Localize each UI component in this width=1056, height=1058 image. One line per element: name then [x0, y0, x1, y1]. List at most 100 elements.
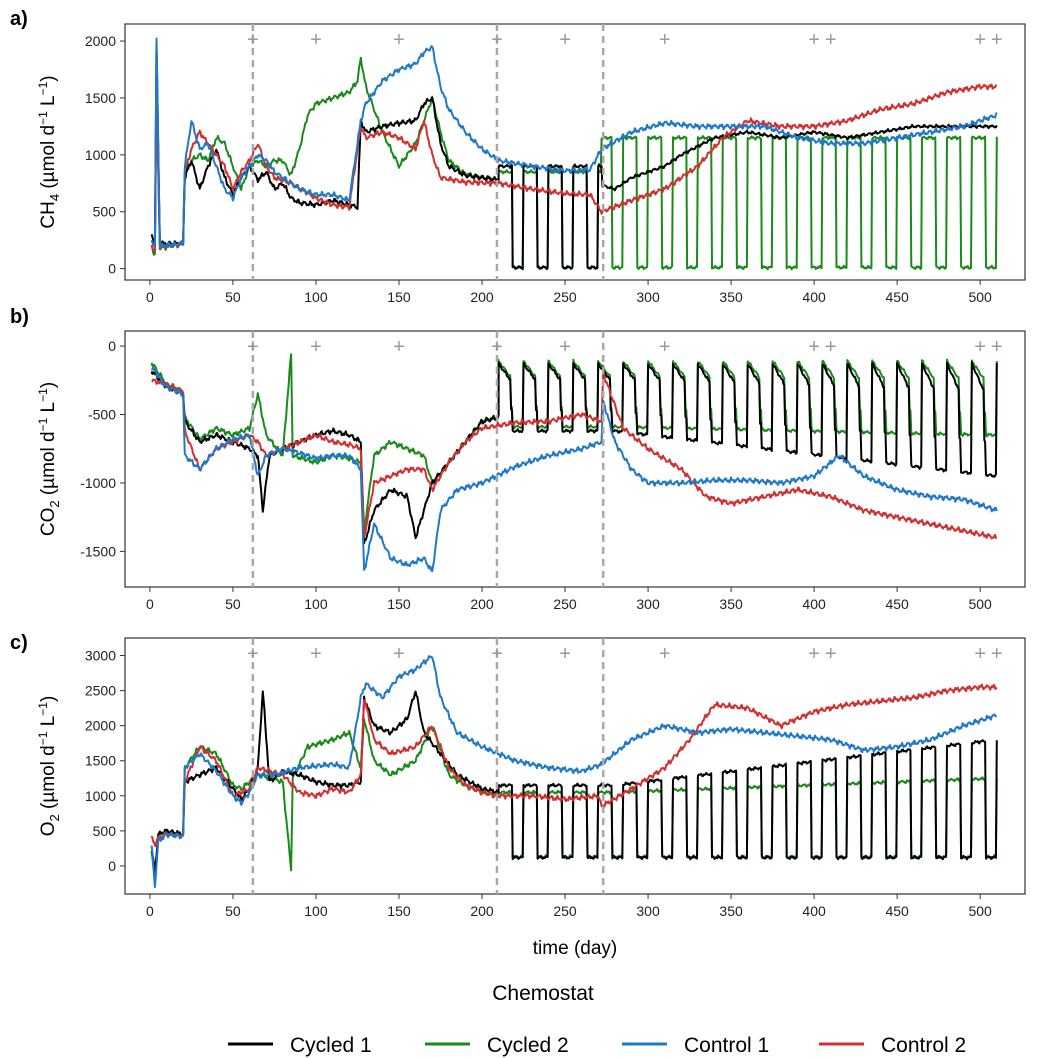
panel-label: c) [10, 632, 28, 654]
x-tick-label: 350 [719, 903, 743, 919]
x-tick-label: 500 [968, 596, 992, 612]
x-tick-label: 0 [146, 289, 154, 305]
plus-marker: + [825, 336, 837, 358]
plus-marker: + [491, 643, 503, 665]
x-tick-label: 50 [225, 289, 241, 305]
y-tick-label: 2000 [85, 718, 116, 734]
y-tick-label: -1000 [80, 475, 116, 491]
y-axis-title: CO2 (µmol d−1 L−1) [36, 382, 62, 536]
x-tick-label: 200 [470, 289, 494, 305]
panel-label: a) [10, 8, 28, 30]
y-tick-label: -1500 [80, 543, 116, 559]
x-tick-label: 100 [304, 903, 328, 919]
legend-label: Control 2 [881, 1034, 966, 1057]
x-tick-label: 300 [636, 289, 660, 305]
legend-title: Chemostat [492, 982, 594, 1005]
legend: Chemostat Cycled 1 Cycled 2 Control 1 Contro… [228, 982, 966, 1057]
series-line-control-1 [150, 366, 998, 573]
plus-marker: + [974, 643, 986, 665]
series-line-cycled-1 [150, 690, 998, 874]
plus-marker: + [559, 643, 571, 665]
plus-marker: + [808, 336, 820, 358]
y-tick-label: 500 [93, 204, 117, 220]
x-tick-label: 350 [719, 596, 743, 612]
x-tick-label: 50 [225, 903, 241, 919]
y-tick-label: -500 [88, 407, 116, 423]
panel-label: b) [10, 306, 29, 328]
x-tick-label: 450 [885, 289, 909, 305]
plus-marker: + [808, 643, 820, 665]
legend-label: Cycled 2 [487, 1034, 569, 1057]
x-tick-label: 250 [553, 596, 577, 612]
x-tick-label: 400 [802, 289, 826, 305]
plus-marker: + [825, 643, 837, 665]
plus-marker: + [393, 29, 405, 51]
y-tick-label: 3000 [85, 648, 116, 664]
y-tick-label: 1000 [85, 147, 116, 163]
y-tick-label: 1000 [85, 788, 116, 804]
plus-marker: + [974, 29, 986, 51]
x-tick-label: 450 [885, 903, 909, 919]
x-tick-label: 200 [470, 596, 494, 612]
plus-marker: + [659, 336, 671, 358]
plus-marker: + [991, 643, 1003, 665]
plus-marker: + [659, 29, 671, 51]
plus-marker: + [559, 29, 571, 51]
plus-marker: + [491, 29, 503, 51]
x-tick-label: 50 [225, 596, 241, 612]
x-tick-label: 0 [146, 903, 154, 919]
plus-marker: + [559, 336, 571, 358]
series-line-control-1 [150, 655, 997, 889]
x-tick-label: 0 [146, 596, 154, 612]
plus-marker: + [991, 336, 1003, 358]
plus-marker: + [974, 336, 986, 358]
plus-marker: + [393, 336, 405, 358]
series-line-control-2 [151, 372, 998, 540]
y-tick-label: 0 [108, 858, 116, 874]
series-line-cycled-2 [150, 56, 998, 271]
y-axis-title: O2 (µmol d−1 L−1) [36, 696, 62, 837]
plot-frame [124, 23, 1026, 281]
x-tick-label: 100 [304, 289, 328, 305]
plus-marker: + [310, 29, 322, 51]
x-tick-label: 150 [387, 289, 411, 305]
x-tick-label: 500 [968, 903, 992, 919]
plus-marker: + [247, 336, 259, 358]
series-line-control-2 [150, 683, 998, 848]
legend-label: Cycled 1 [290, 1034, 372, 1057]
y-tick-label: 1500 [85, 753, 116, 769]
y-axis-title: CH4 (µmol d−1 L−1) [36, 75, 62, 228]
plus-marker: + [393, 643, 405, 665]
series-line-cycled-1 [150, 361, 998, 545]
series-line-control-1 [150, 37, 998, 249]
x-tick-label: 350 [719, 289, 743, 305]
plus-marker: + [991, 29, 1003, 51]
x-tick-label: 300 [636, 596, 660, 612]
plus-marker: + [825, 29, 837, 51]
panel-1: b) -1500 -1000 -500 0 0 50 100 150 200 250 300 350 40… [10, 306, 1026, 612]
x-tick-label: 150 [387, 903, 411, 919]
y-tick-label: 0 [108, 338, 116, 354]
x-tick-label: 300 [636, 903, 660, 919]
plus-marker: + [808, 29, 820, 51]
x-tick-label: 150 [387, 596, 411, 612]
x-axis-title: time (day) [533, 938, 617, 959]
x-tick-label: 100 [304, 596, 328, 612]
plot-frame [124, 330, 1026, 588]
plus-marker: + [310, 336, 322, 358]
plus-marker: + [247, 29, 259, 51]
plot-frame [124, 637, 1026, 895]
y-tick-label: 500 [93, 823, 117, 839]
x-tick-label: 450 [885, 596, 909, 612]
x-tick-label: 200 [470, 903, 494, 919]
y-tick-label: 2000 [85, 33, 116, 49]
plus-marker: + [659, 643, 671, 665]
series-line-cycled-1 [150, 44, 998, 271]
y-tick-label: 2500 [85, 683, 116, 699]
y-tick-label: 1500 [85, 90, 116, 106]
x-tick-label: 250 [553, 903, 577, 919]
legend-label: Control 1 [684, 1034, 769, 1057]
plus-marker: + [491, 336, 503, 358]
